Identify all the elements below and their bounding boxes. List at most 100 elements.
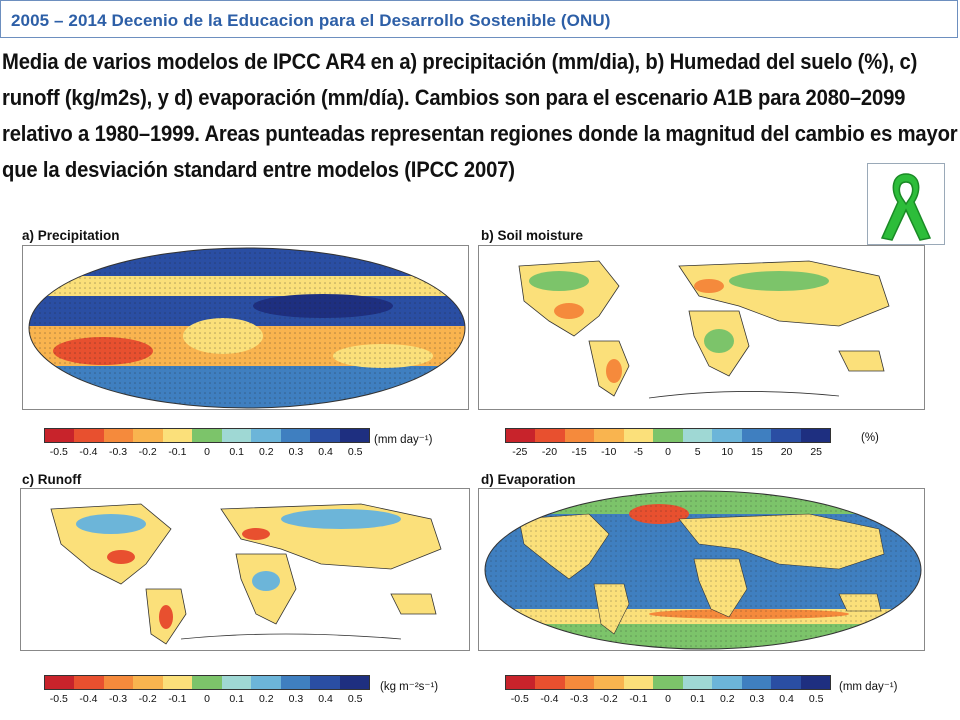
colorbar-tick-label: -0.4 [540,693,559,705]
panel-d-colorbar-cells [505,675,831,690]
colorbar-tick-label: 10 [721,446,734,458]
colorbar-cell [535,676,565,689]
colorbar-tick-label: 0.3 [288,693,304,705]
colorbar-cell [74,676,104,689]
colorbar-cell [741,429,772,442]
colorbar-cell [712,429,742,442]
colorbar-cell [74,429,104,442]
colorbar-cell [682,429,713,442]
panel-d-colorbar-unit: (mm day⁻¹) [839,681,898,693]
colorbar-tick-label: 0.2 [258,693,274,705]
panel-d-colorbar: -0.5 -0.4 -0.3 -0.2 -0.1 0 0.1 0.2 0.3 0.4 0.5 (mm… [505,675,925,705]
colorbar-cell [506,676,536,689]
colorbar-cell [535,429,565,442]
colorbar-cell [623,676,654,689]
panel-a-colorbar: -0.5 -0.4 -0.3 -0.2 -0.1 0 0.1 0.2 0.3 0.4 0.5 (mm… [44,428,484,458]
colorbar-cell [103,676,134,689]
colorbar-tick-label: -20 [541,446,558,458]
colorbar-cell [192,676,222,689]
panel-b-colorbar-unit: (%) [861,432,879,444]
colorbar-cell [45,429,75,442]
colorbar-tick-label: -0.5 [49,446,68,458]
colorbar-cell [251,429,281,442]
colorbar-cell [594,676,624,689]
colorbar-cell [103,429,134,442]
colorbar-cell [280,429,311,442]
panel-c-label: c) Runoff [22,472,82,487]
colorbar-tick-label: -5 [633,446,644,458]
intro-line-2: runoff (kg/m2s), y d) evaporación (mm/dí… [2,85,906,110]
colorbar-tick-label: 0.4 [318,446,333,458]
colorbar-cell [506,429,536,442]
colorbar-cell [310,676,340,689]
colorbar-cell [800,429,830,442]
colorbar-cell [339,429,369,442]
colorbar-tick-label: 25 [810,446,823,458]
colorbar-cell [594,429,624,442]
colorbar-tick-label: 0.1 [690,693,705,705]
colorbar-tick-label: 0 [204,446,210,458]
panel-c-colorbar: -0.5 -0.4 -0.3 -0.2 -0.1 0 0.1 0.2 0.3 0.4 0.5 (kg… [44,675,484,705]
colorbar-tick-label: -0.4 [79,693,98,705]
colorbar-tick-label: 0 [665,446,671,458]
intro-line-3: relativo a 1980–1999. Areas punteadas re… [2,121,958,146]
colorbar-tick-label: 0.4 [318,693,333,705]
colorbar-cell [800,676,830,689]
colorbar-cell [712,676,742,689]
colorbar-cell [251,676,281,689]
colorbar-tick-label: -0.1 [168,693,187,705]
colorbar-tick-label: -0.2 [138,446,157,458]
colorbar-tick-label: 0.1 [229,446,244,458]
colorbar-cell [310,429,340,442]
colorbar-cell [564,676,595,689]
panel-b-colorbar-cells [505,428,831,443]
panel-c-colorbar-unit: (kg m⁻²s⁻¹) [380,681,439,693]
colorbar-tick-label: 0.3 [749,693,765,705]
panel-c-colorbar-cells [44,675,370,690]
colorbar-tick-label: 15 [751,446,763,458]
panel-a-map [22,245,469,410]
colorbar-tick-label: -0.3 [109,446,128,458]
colorbar-tick-label: -0.1 [168,446,187,458]
colorbar-cell [162,429,193,442]
colorbar-cell [45,676,75,689]
colorbar-tick-label: -0.5 [49,693,68,705]
colorbar-cell [339,676,369,689]
colorbar-cell [771,429,801,442]
colorbar-cell [280,676,311,689]
colorbar-tick-label: 0.2 [719,693,735,705]
colorbar-tick-label: 20 [780,446,793,458]
intro-text: Media de varios modelos de IPCC AR4 en a… [2,44,958,188]
colorbar-tick-label: -0.2 [599,693,618,705]
panel-b-colorbar: -25 -20 -15 -10 -5 0 5 10 15 20 25 (%) [505,428,925,458]
colorbar-tick-label: -0.5 [510,693,529,705]
panel-b-map [478,245,925,410]
green-ribbon-icon [867,163,945,245]
panel-a-label: a) Precipitation [22,228,120,243]
colorbar-cell [162,676,193,689]
panel-d-map [478,488,925,651]
panel-d-label: d) Evaporation [481,472,576,487]
colorbar-tick-label: 5 [694,446,701,458]
colorbar-cell [192,429,222,442]
colorbar-tick-label: -25 [512,446,528,458]
colorbar-tick-label: 0 [204,693,210,705]
colorbar-tick-label: -0.4 [79,446,98,458]
header-title: 2005 – 2014 Decenio de la Educacion para… [11,11,611,30]
colorbar-cell [741,676,772,689]
intro-line-1: Media de varios modelos de IPCC AR4 en a… [2,49,918,74]
colorbar-cell [133,676,163,689]
colorbar-cell [771,676,801,689]
colorbar-tick-label: -0.1 [629,693,648,705]
colorbar-tick-label: -10 [601,446,617,458]
colorbar-tick-label: -0.3 [109,693,128,705]
colorbar-cell [221,429,252,442]
colorbar-tick-label: 0.5 [347,446,363,458]
colorbar-tick-label: 0.3 [288,446,304,458]
colorbar-cell [564,429,595,442]
panel-a-colorbar-unit: (mm day⁻¹) [374,434,433,446]
panel-a-colorbar-cells [44,428,370,443]
colorbar-tick-label: 0.5 [347,693,363,705]
colorbar-tick-label: 0.2 [258,446,274,458]
colorbar-cell [221,676,252,689]
